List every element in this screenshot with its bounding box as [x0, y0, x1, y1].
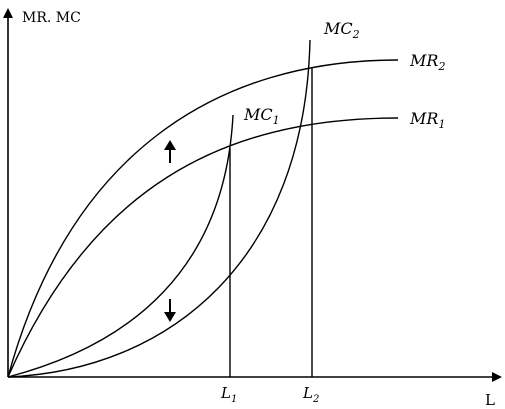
l1-tick-label: L1 [220, 384, 237, 405]
up-arrow-icon [164, 140, 176, 163]
mc1-label: MC1 [243, 105, 280, 127]
mr2-curve [7, 59, 399, 378]
mr2-label: MR2 [409, 51, 445, 73]
l2-tick-label: L2 [302, 384, 319, 405]
mc1-curve [7, 114, 234, 378]
x-axis-label: L [485, 391, 495, 409]
mr1-curve [7, 117, 399, 378]
down-arrow-icon [164, 299, 176, 322]
y-axis-label: MR. MC [22, 10, 81, 26]
mc2-curve [7, 39, 311, 378]
mr1-label: MR1 [409, 109, 445, 131]
mc2-label: MC2 [323, 19, 360, 41]
